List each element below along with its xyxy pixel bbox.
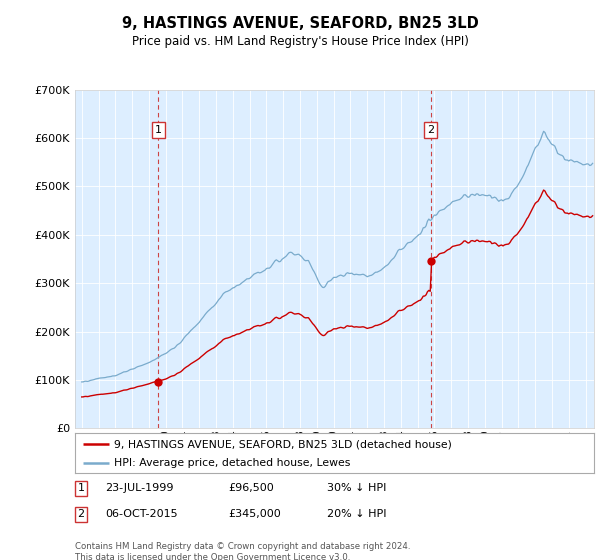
Text: 1: 1 xyxy=(77,483,85,493)
Text: 2: 2 xyxy=(77,509,85,519)
Text: 9, HASTINGS AVENUE, SEAFORD, BN25 3LD: 9, HASTINGS AVENUE, SEAFORD, BN25 3LD xyxy=(122,16,478,31)
Text: 06-OCT-2015: 06-OCT-2015 xyxy=(105,509,178,519)
Text: 30% ↓ HPI: 30% ↓ HPI xyxy=(327,483,386,493)
Text: HPI: Average price, detached house, Lewes: HPI: Average price, detached house, Lewe… xyxy=(114,458,350,468)
Text: 20% ↓ HPI: 20% ↓ HPI xyxy=(327,509,386,519)
Text: Price paid vs. HM Land Registry's House Price Index (HPI): Price paid vs. HM Land Registry's House … xyxy=(131,35,469,48)
Text: 23-JUL-1999: 23-JUL-1999 xyxy=(105,483,173,493)
Text: £96,500: £96,500 xyxy=(228,483,274,493)
Text: Contains HM Land Registry data © Crown copyright and database right 2024.
This d: Contains HM Land Registry data © Crown c… xyxy=(75,542,410,560)
Text: £345,000: £345,000 xyxy=(228,509,281,519)
Text: 9, HASTINGS AVENUE, SEAFORD, BN25 3LD (detached house): 9, HASTINGS AVENUE, SEAFORD, BN25 3LD (d… xyxy=(114,439,452,449)
Text: 1: 1 xyxy=(155,125,162,136)
Text: 2: 2 xyxy=(427,125,434,136)
